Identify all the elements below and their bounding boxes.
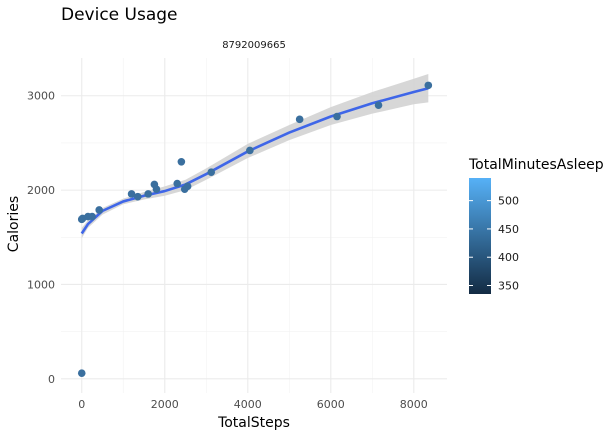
legend-tick-label: 350 bbox=[498, 280, 519, 293]
legend-ticks: 350 400 450 500 bbox=[469, 195, 519, 293]
y-tick-label: 1000 bbox=[27, 278, 55, 291]
facet-label: 8792009665 bbox=[222, 40, 286, 51]
x-tick-label: 0 bbox=[78, 398, 85, 411]
data-point bbox=[173, 179, 182, 188]
x-tick-label: 4000 bbox=[234, 398, 262, 411]
x-tick-label: 6000 bbox=[317, 398, 345, 411]
data-point bbox=[127, 190, 136, 198]
y-tick-label: 2000 bbox=[27, 184, 55, 197]
y-tick-label: 3000 bbox=[27, 90, 55, 103]
trend-line-path bbox=[80, 86, 429, 235]
legend-title: TotalMinutesAsleep bbox=[468, 157, 604, 173]
legend-tick-label: 400 bbox=[498, 251, 519, 264]
trend-line bbox=[80, 86, 429, 235]
confidence-band bbox=[81, 74, 429, 239]
data-point bbox=[144, 190, 152, 198]
data-point bbox=[177, 158, 186, 166]
legend-tick-label: 450 bbox=[498, 223, 519, 236]
data-point bbox=[133, 192, 142, 201]
x-tick-label: 2000 bbox=[151, 398, 179, 411]
legend-colorbar bbox=[469, 178, 491, 294]
y-axis-label: Calories bbox=[6, 196, 22, 252]
legend: TotalMinutesAsleep 350 400 450 500 bbox=[468, 157, 604, 294]
x-axis-ticks: 0 2000 4000 6000 8000 bbox=[78, 398, 428, 411]
y-tick-label: 0 bbox=[48, 373, 55, 386]
x-tick-label: 8000 bbox=[400, 398, 428, 411]
data-point bbox=[246, 146, 254, 155]
data-point bbox=[95, 206, 103, 214]
data-point bbox=[88, 212, 96, 221]
data-point bbox=[152, 185, 161, 193]
data-point bbox=[207, 168, 216, 176]
y-axis-ticks: 0 1000 2000 3000 bbox=[27, 90, 55, 386]
data-point bbox=[77, 369, 86, 377]
data-points bbox=[77, 81, 433, 377]
chart-title: Device Usage bbox=[61, 5, 178, 25]
legend-tick-label: 500 bbox=[498, 195, 519, 208]
data-point bbox=[374, 101, 383, 109]
data-point bbox=[295, 115, 304, 124]
data-point bbox=[183, 182, 192, 191]
data-point bbox=[424, 81, 433, 90]
data-point bbox=[333, 112, 341, 121]
x-axis-label: TotalSteps bbox=[217, 415, 290, 431]
confidence-band-area bbox=[81, 74, 429, 239]
